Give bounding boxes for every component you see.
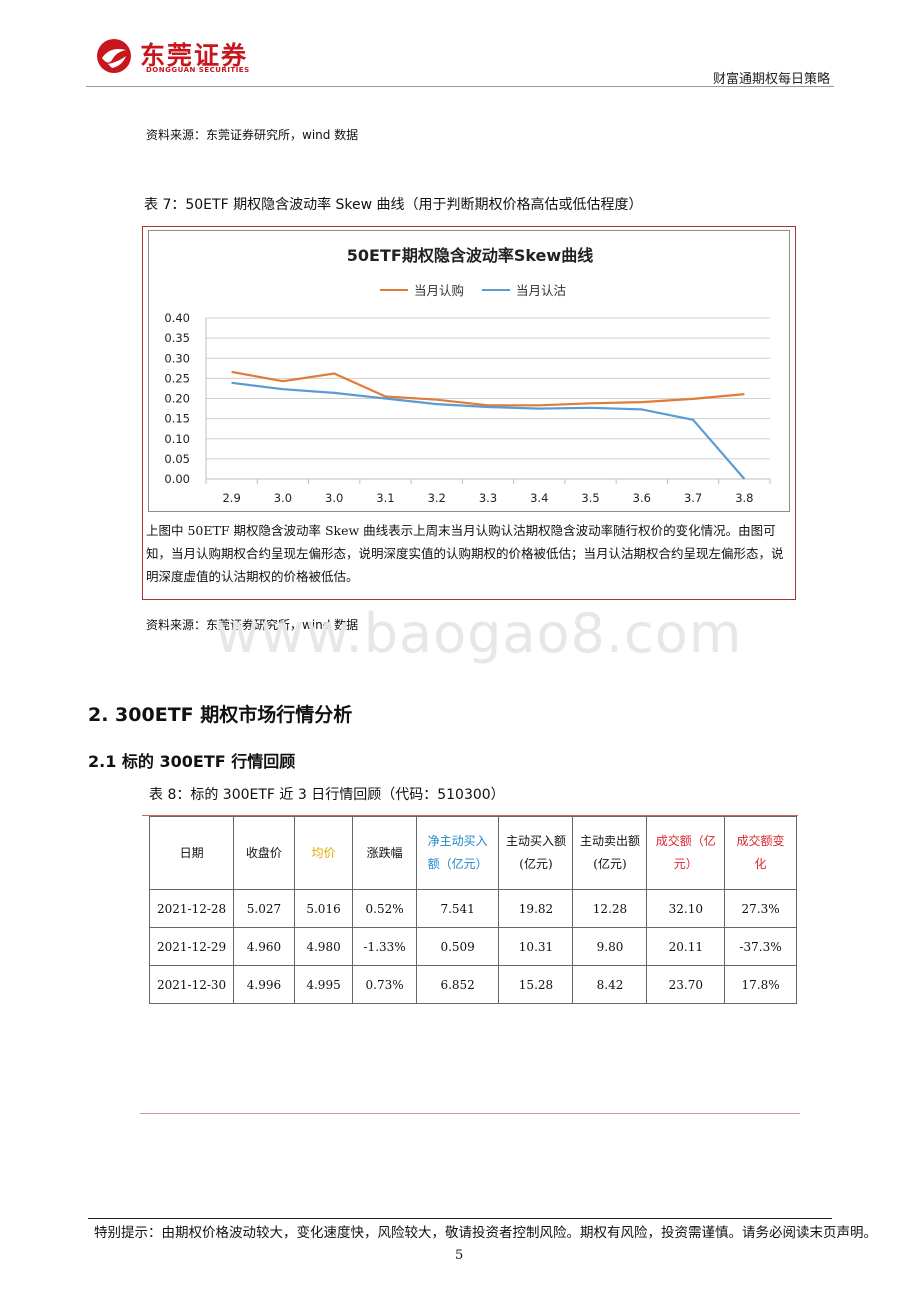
y-tick-label: 0.35 [164, 331, 190, 345]
table7-caption: 表 7：50ETF 期权隐含波动率 Skew 曲线（用于判断期权价格高估或低估程… [144, 197, 643, 213]
table-header-row: 日期 收盘价 均价 涨跌幅 净主动买入额（亿元） 主动买入额(亿元) 主动卖出额… [148, 816, 797, 890]
x-tick-label: 3.2 [428, 491, 446, 505]
logo-text-en: DONGGUAN SECURITIES [146, 66, 250, 74]
source-note-mid: 资料来源：东莞证券研究所，wind 数据 [146, 618, 359, 632]
cell: 12.28 [572, 889, 648, 928]
y-tick-label: 0.30 [164, 351, 190, 365]
company-logo-icon [97, 39, 131, 73]
chart-title: 50ETF期权隐含波动率Skew曲线 [347, 246, 593, 265]
section-2-title: 2. 300ETF 期权市场行情分析 [88, 704, 353, 726]
cell: 27.3% [724, 889, 797, 928]
cell: 15.28 [498, 965, 574, 1004]
cell: 0.52% [352, 889, 417, 928]
table8-caption: 表 8：标的 300ETF 近 3 日行情回顾（代码：510300） [149, 787, 505, 803]
chart-grid [205, 317, 770, 480]
header-date: 日期 [148, 816, 235, 890]
skew-chart: 50ETF期权隐含波动率Skew曲线 当月认购 当月认沽 0.00 0.05 0.10… [164, 246, 771, 505]
y-tick-label: 0.00 [164, 472, 190, 486]
cell: -1.33% [352, 927, 417, 966]
table-top-rule [142, 815, 798, 816]
y-tick-label: 0.05 [164, 452, 190, 466]
x-tick-label: 3.7 [684, 491, 702, 505]
cell: 8.42 [572, 965, 648, 1004]
header-turnover: 成交额（亿元） [646, 816, 726, 890]
header-net-buy: 净主动买入额（亿元） [415, 816, 500, 890]
x-tick-label: 3.5 [581, 491, 599, 505]
cell: 17.8% [724, 965, 797, 1004]
cell: 23.70 [646, 965, 726, 1004]
cell: 4.995 [293, 965, 354, 1004]
footer-divider [88, 1218, 832, 1219]
source-note-top: 资料来源：东莞证券研究所，wind 数据 [146, 128, 359, 142]
table-row: 2021-12-29 4.960 4.980 -1.33% 0.509 10.3… [148, 927, 797, 966]
x-tick-label: 3.4 [530, 491, 548, 505]
cell: 0.73% [352, 965, 417, 1004]
y-tick-label: 0.10 [164, 432, 190, 446]
chart-panel [148, 230, 790, 512]
chart-explanation: 上图中 50ETF 期权隐含波动率 Skew 曲线表示上周末当月认购认沽期权隐含… [146, 523, 784, 584]
cell: 2021-12-30 [148, 965, 235, 1004]
footer-notice: 特别提示：由期权价格波动较大，变化速度快，风险较大，敬请投资者控制风险。期权有风… [94, 1225, 877, 1241]
logo-text-cn: 东莞证券 [140, 41, 249, 70]
y-tick-label: 0.15 [164, 412, 190, 426]
chart-frame [142, 226, 796, 600]
header-divider [86, 86, 834, 87]
cell: 7.541 [415, 889, 500, 928]
x-tick-label: 3.0 [325, 491, 343, 505]
chart-lines [231, 370, 746, 480]
header-turnover-change: 成交额变化 [724, 816, 797, 890]
table-row: 2021-12-30 4.996 4.995 0.73% 6.852 15.28… [148, 965, 797, 1004]
cell: 2021-12-28 [148, 889, 235, 928]
cell: 4.996 [233, 965, 295, 1004]
header-change: 涨跌幅 [352, 816, 417, 890]
quote-table: 日期 收盘价 均价 涨跌幅 净主动买入额（亿元） 主动买入额(亿元) 主动卖出额… [148, 816, 797, 1004]
x-tick-label: 3.8 [735, 491, 753, 505]
series-line-0 [231, 370, 745, 407]
section-bottom-rule [140, 1113, 800, 1114]
cell: 4.980 [293, 927, 354, 966]
page-number: 5 [455, 1248, 464, 1263]
section-2-1-title: 2.1 标的 300ETF 行情回顾 [88, 752, 296, 771]
header-active-buy: 主动买入额(亿元) [498, 816, 574, 890]
x-tick-label: 3.1 [376, 491, 394, 505]
cell: 9.80 [572, 927, 648, 966]
legend-label-1: 当月认沽 [516, 283, 566, 298]
legend-label-0: 当月认购 [414, 283, 464, 298]
cell: -37.3% [724, 927, 797, 966]
cell: 10.31 [498, 927, 574, 966]
x-tick-label: 2.9 [222, 491, 240, 505]
y-axis: 0.00 0.05 0.10 0.15 0.20 0.25 0.30 0.35 0.40 [164, 311, 190, 486]
header-active-sell: 主动卖出额(亿元) [572, 816, 648, 890]
x-axis: 2.9 3.0 3.0 3.1 3.2 3.3 3.4 3.5 3.6 3.7 3.8 [205, 479, 771, 505]
cell: 5.016 [293, 889, 354, 928]
document-title: 财富通期权每日策略 [712, 72, 830, 87]
table-row: 2021-12-28 5.027 5.016 0.52% 7.541 19.82… [148, 889, 797, 928]
watermark: www.baogao8.com [215, 602, 743, 665]
y-tick-label: 0.40 [164, 311, 190, 325]
cell: 19.82 [498, 889, 574, 928]
chart-legend: 当月认购 当月认沽 [380, 283, 566, 298]
header-avg: 均价 [293, 816, 354, 890]
y-tick-label: 0.25 [164, 371, 190, 385]
x-tick-label: 3.3 [479, 491, 497, 505]
cell: 5.027 [233, 889, 295, 928]
x-tick-label: 3.6 [633, 491, 651, 505]
cell: 4.960 [233, 927, 295, 966]
x-tick-label: 3.0 [274, 491, 292, 505]
cell: 20.11 [646, 927, 726, 966]
series-line-1 [231, 381, 746, 480]
header-close: 收盘价 [233, 816, 295, 890]
cell: 6.852 [415, 965, 500, 1004]
cell: 0.509 [415, 927, 500, 966]
y-tick-label: 0.20 [164, 392, 190, 406]
cell: 2021-12-29 [148, 927, 235, 966]
cell: 32.10 [646, 889, 726, 928]
